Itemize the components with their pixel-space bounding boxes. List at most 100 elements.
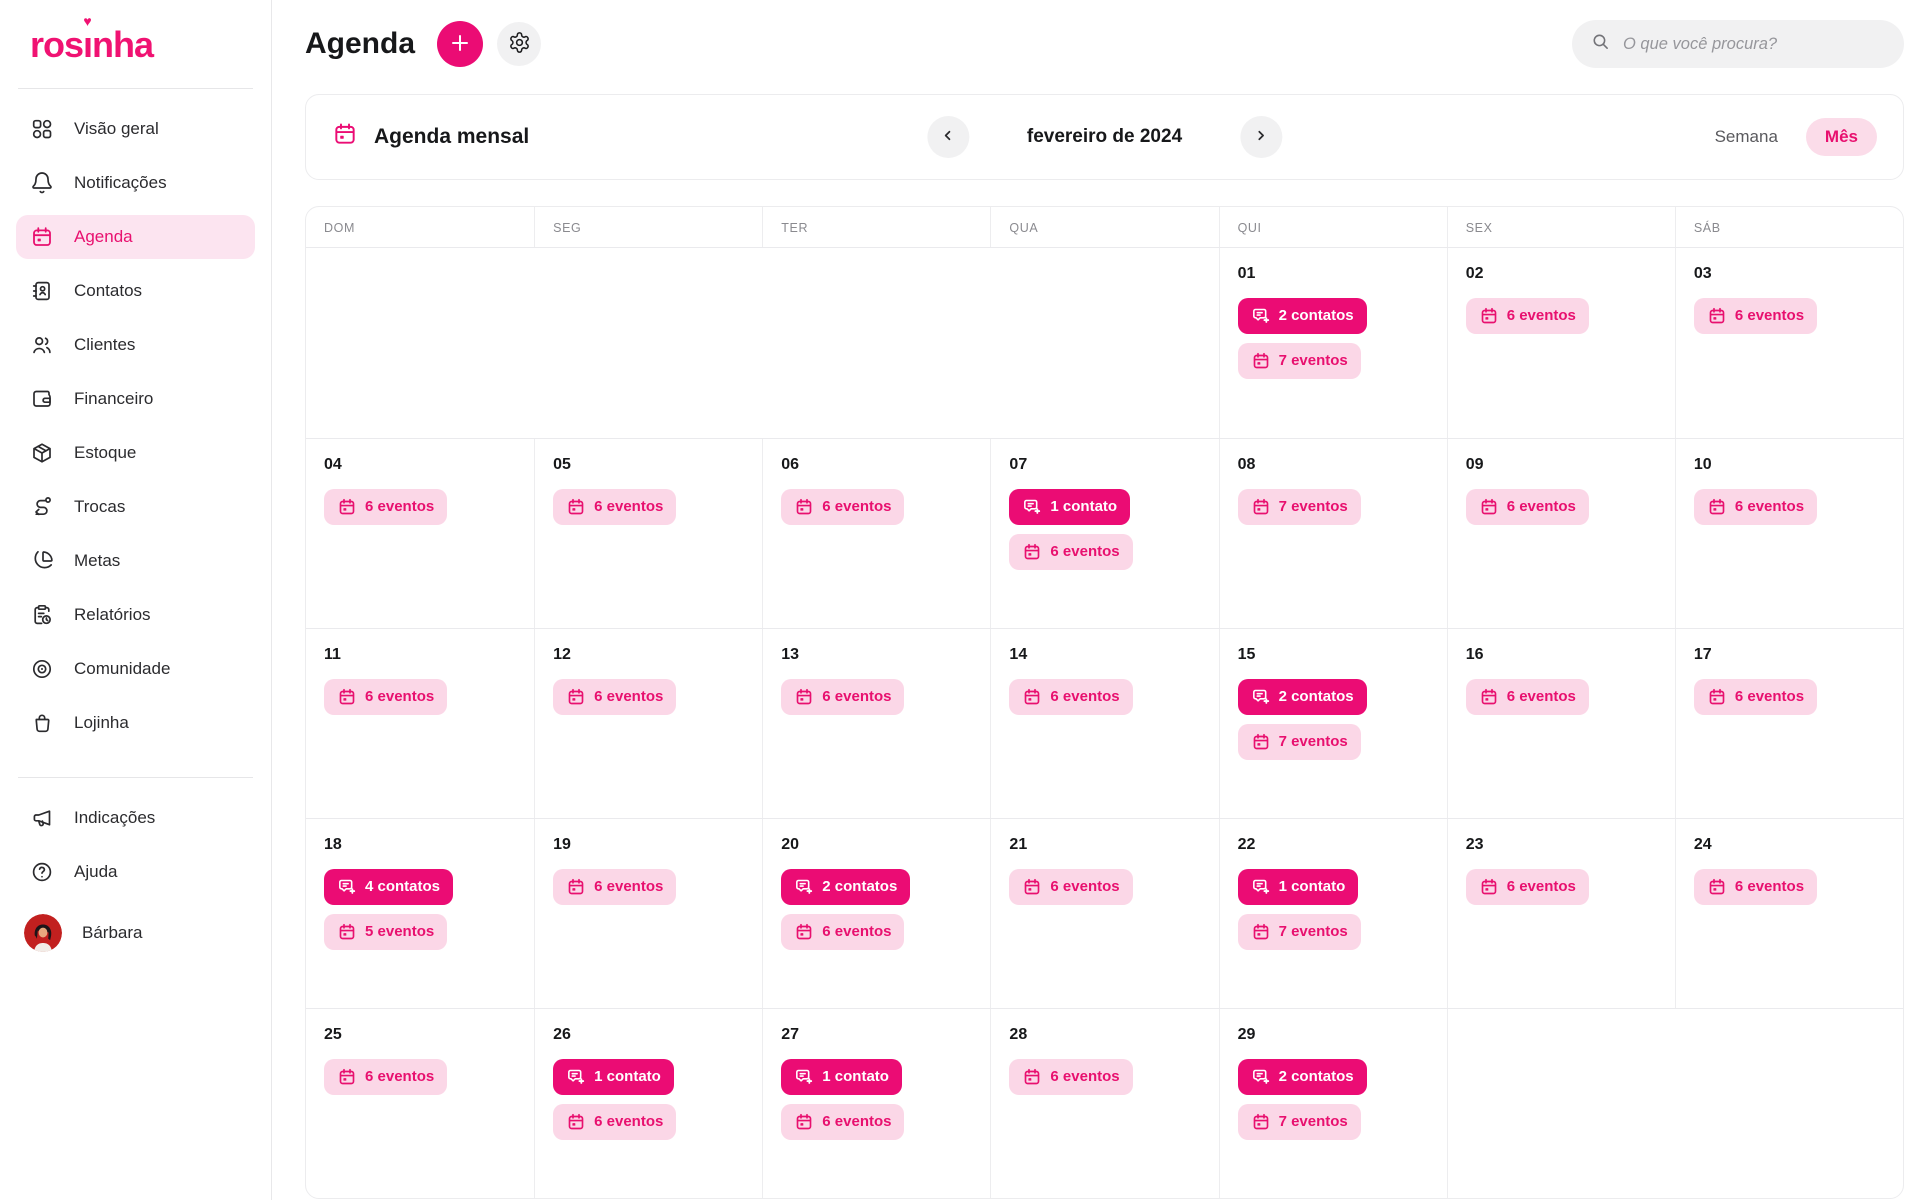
badge-label: 6 eventos: [1506, 498, 1576, 515]
events-badge[interactable]: 7 eventos: [1237, 1104, 1361, 1140]
brand-logo[interactable]: rosı ♥ nha: [30, 13, 154, 65]
events-badge[interactable]: 7 eventos: [1237, 343, 1361, 379]
events-badge[interactable]: 6 eventos: [781, 1104, 905, 1140]
calendar-icon: [1251, 351, 1271, 371]
sidebar-item-metas[interactable]: Metas: [16, 539, 255, 583]
events-badge[interactable]: 6 eventos: [1009, 534, 1133, 570]
events-badge[interactable]: 6 eventos: [553, 869, 677, 905]
events-badge[interactable]: 6 eventos: [1693, 869, 1818, 905]
sidebar-item-financeiro[interactable]: Financeiro: [16, 377, 255, 421]
day-badges: 7 eventos: [1237, 489, 1431, 525]
contacts-badge[interactable]: 2 contatos: [1237, 298, 1367, 334]
badge-label: 2 contatos: [1278, 307, 1354, 324]
sidebar-item-comunidade[interactable]: Comunidade: [16, 647, 255, 691]
sidebar-user[interactable]: Bárbara: [16, 904, 255, 962]
events-badge[interactable]: 6 eventos: [1693, 489, 1818, 525]
events-badge[interactable]: 6 eventos: [1693, 298, 1818, 334]
page-header: Agenda: [305, 20, 1904, 68]
events-badge[interactable]: 6 eventos: [781, 679, 905, 715]
sidebar-item-agenda[interactable]: Agenda: [16, 215, 255, 259]
sidebar-item-relatorios[interactable]: Relatórios: [16, 593, 255, 637]
view-switcher: Semana Mês: [1715, 118, 1877, 156]
view-week-toggle[interactable]: Semana: [1714, 127, 1778, 146]
badge-label: 2 contatos: [822, 878, 898, 895]
calendar-day-cell: 01 2 contatos 7 eventos: [1218, 248, 1447, 438]
day-number: 23: [1465, 836, 1484, 853]
calendar-icon: [566, 687, 586, 707]
sidebar-item-clientes[interactable]: Clientes: [16, 323, 255, 367]
contacts-badge[interactable]: 1 contato: [553, 1059, 674, 1095]
calendar-icon: [1479, 497, 1499, 517]
events-badge[interactable]: 6 eventos: [324, 489, 448, 525]
calendar-icon: [1022, 877, 1042, 897]
sidebar-item-label: Visão geral: [74, 119, 159, 138]
events-badge[interactable]: 6 eventos: [1693, 679, 1818, 715]
contacts-badge[interactable]: 1 contato: [1009, 489, 1131, 525]
bell-icon: [30, 171, 54, 195]
sidebar-item-lojinha[interactable]: Lojinha: [16, 701, 255, 745]
next-month-button[interactable]: [1240, 116, 1283, 158]
day-number: 06: [781, 456, 800, 473]
calendar-day-cell: 29 2 contatos 7 eventos: [1218, 1009, 1447, 1198]
badge-label: 6 eventos: [365, 498, 435, 515]
events-badge[interactable]: 6 eventos: [1465, 298, 1589, 334]
day-badges: 6 eventos: [1693, 869, 1887, 905]
avatar: [24, 914, 62, 952]
events-badge[interactable]: 6 eventos: [553, 1104, 677, 1140]
sidebar-item-contatos[interactable]: Contatos: [16, 269, 255, 313]
sidebar-item-indicacoes[interactable]: Indicações: [16, 796, 255, 840]
calendar-day-cell: 27 1 contato 6 eventos: [762, 1009, 990, 1198]
day-number: 12: [553, 646, 571, 663]
events-badge[interactable]: 7 eventos: [1237, 724, 1361, 760]
events-badge[interactable]: 6 eventos: [1009, 1059, 1133, 1095]
contacts-badge[interactable]: 1 contato: [1237, 869, 1359, 905]
plus-icon: [448, 31, 472, 58]
sidebar-item-trocas[interactable]: Trocas: [16, 485, 255, 529]
calendar-empty-cell: [1446, 1009, 1675, 1198]
sidebar-item-estoque[interactable]: Estoque: [16, 431, 255, 475]
settings-button[interactable]: [497, 22, 542, 66]
events-badge[interactable]: 6 eventos: [1009, 869, 1133, 905]
events-badge[interactable]: 6 eventos: [1009, 679, 1133, 715]
contacts-badge[interactable]: 4 contatos: [324, 869, 454, 905]
sidebar-item-label: Agenda: [74, 227, 133, 246]
prev-month-button[interactable]: [926, 116, 969, 158]
events-badge[interactable]: 5 eventos: [324, 914, 448, 950]
events-badge[interactable]: 6 eventos: [781, 489, 905, 525]
search-input[interactable]: [1623, 34, 1886, 54]
sidebar-item-label: Lojinha: [74, 713, 129, 732]
events-badge[interactable]: 6 eventos: [553, 679, 677, 715]
day-number: 14: [1009, 646, 1028, 663]
add-button[interactable]: [437, 21, 484, 67]
contacts-badge[interactable]: 1 contato: [781, 1059, 902, 1095]
events-badge[interactable]: 6 eventos: [1465, 489, 1589, 525]
day-badges: 6 eventos: [324, 1059, 518, 1095]
contacts-badge[interactable]: 2 contatos: [1237, 679, 1367, 715]
events-badge[interactable]: 7 eventos: [1237, 914, 1361, 950]
events-badge[interactable]: 6 eventos: [781, 914, 905, 950]
calendar-day-cell: 15 2 contatos 7 eventos: [1218, 629, 1447, 818]
search-bar[interactable]: [1572, 20, 1904, 68]
calendar-day-cell: 10 6 eventos: [1674, 439, 1903, 628]
contacts-badge[interactable]: 2 contatos: [781, 869, 911, 905]
day-number: 11: [324, 646, 341, 663]
events-badge[interactable]: 6 eventos: [324, 1059, 448, 1095]
sidebar-item-ajuda[interactable]: Ajuda: [16, 850, 255, 894]
calendar-icon: [794, 497, 814, 517]
day-badges: 2 contatos 7 eventos: [1237, 679, 1431, 760]
badge-label: 6 eventos: [365, 688, 435, 705]
day-number: 26: [553, 1026, 571, 1043]
events-badge[interactable]: 6 eventos: [1465, 679, 1589, 715]
events-badge[interactable]: 6 eventos: [553, 489, 677, 525]
events-badge[interactable]: 6 eventos: [1465, 869, 1589, 905]
sidebar-item-visao-geral[interactable]: Visão geral: [16, 107, 255, 151]
events-badge[interactable]: 6 eventos: [324, 679, 448, 715]
calendar-grid: DOM SEG TER QUA QUI SEX SÁB 01 2 contatos 7 even…: [305, 206, 1904, 1199]
sidebar-item-notificacoes[interactable]: Notificações: [16, 161, 255, 205]
view-month-toggle[interactable]: Mês: [1805, 118, 1877, 156]
badge-label: 2 contatos: [1278, 688, 1354, 705]
search-icon: [1590, 31, 1611, 57]
events-badge[interactable]: 7 eventos: [1237, 489, 1361, 525]
contacts-badge[interactable]: 2 contatos: [1237, 1059, 1367, 1095]
calendar-empty-cell: [534, 248, 762, 438]
